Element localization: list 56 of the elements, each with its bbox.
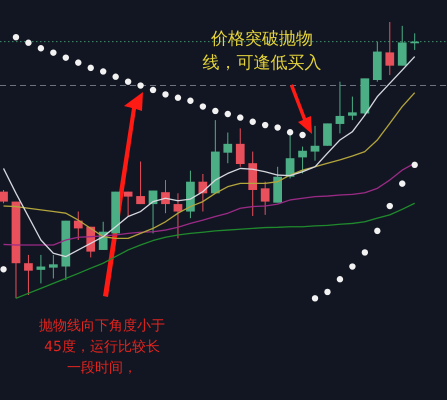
point — [374, 228, 381, 234]
point — [250, 118, 256, 125]
candlestick — [310, 125, 320, 162]
point — [336, 276, 344, 282]
candlestick — [124, 191, 132, 218]
point — [25, 40, 32, 46]
candlestick — [385, 22, 394, 76]
point — [312, 295, 318, 302]
point — [411, 162, 418, 168]
candlestick — [36, 254, 46, 284]
point — [62, 54, 70, 61]
point — [386, 202, 393, 210]
candlestick — [260, 181, 270, 216]
point — [200, 103, 206, 110]
point — [50, 49, 57, 56]
point — [0, 266, 7, 272]
point — [324, 288, 331, 296]
point — [262, 122, 268, 128]
point — [174, 94, 182, 101]
candlestick — [0, 189, 8, 204]
candlestick — [148, 190, 158, 234]
point — [150, 86, 156, 94]
candlestick — [74, 211, 83, 240]
point — [38, 45, 44, 52]
candlestick — [410, 32, 420, 50]
point — [299, 132, 306, 138]
point — [237, 114, 244, 121]
candlestick — [348, 96, 357, 121]
candlestick — [24, 254, 33, 296]
point — [12, 34, 20, 40]
candlestick — [136, 161, 145, 205]
point — [137, 82, 144, 89]
point — [274, 124, 281, 131]
point — [112, 74, 119, 80]
annotation: 价格突破抛物线，可逢低买入 — [202, 29, 322, 73]
point — [399, 180, 406, 187]
candlestick — [323, 122, 332, 146]
point — [362, 249, 368, 256]
point — [124, 78, 132, 85]
point — [88, 64, 94, 72]
candlestick — [161, 180, 170, 214]
point — [224, 110, 231, 118]
point — [75, 59, 82, 66]
text: 抛物线向下角度小于45度，运行比较长一段时间， — [39, 318, 165, 376]
point — [100, 68, 106, 75]
point — [212, 108, 219, 114]
candlestick — [398, 25, 407, 66]
point — [349, 263, 356, 270]
point — [187, 98, 194, 104]
candlestick — [336, 81, 344, 134]
candlestick — [223, 132, 232, 164]
candlestick — [174, 192, 182, 239]
point — [286, 129, 294, 136]
candlestick — [298, 146, 307, 174]
candlestick — [236, 128, 245, 168]
point — [162, 91, 169, 98]
